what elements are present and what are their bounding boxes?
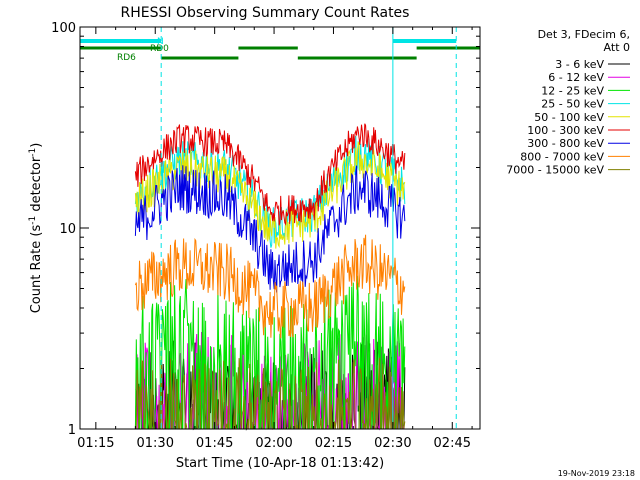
chart-title: RHESSI Observing Summary Count Rates [121, 5, 410, 21]
legend-label-7: 300 - 800 keV [527, 137, 604, 150]
x-axis-label: Start Time (10-Apr-18 01:13:42) [176, 456, 384, 471]
mode-bar-label-rd6: RD6 [117, 53, 136, 63]
x-tick-label-6: 02:30 [374, 436, 411, 451]
y-tick-label-1: 1 [68, 423, 76, 438]
y-axis-label-rest: detector [29, 156, 44, 216]
mode-bar-label-n: N [157, 37, 164, 47]
legend-label-3: 12 - 25 keV [541, 84, 604, 97]
legend-label-5: 50 - 100 keV [534, 111, 604, 124]
x-tick-label-3: 01:45 [196, 436, 233, 451]
x-tick-label-7: 02:45 [434, 436, 471, 451]
y-axis-label-close: ) [29, 143, 44, 148]
legend-label-8: 800 - 7000 keV [520, 150, 604, 163]
y-tick-label-2: 10 [59, 222, 76, 237]
x-tick-label-4: 02:00 [255, 436, 292, 451]
legend-label-2: 6 - 12 keV [548, 71, 604, 84]
legend-header-line1: Det 3, FDecim 6, [538, 28, 630, 41]
series-line-6 [134, 123, 406, 226]
axes: 01:15 01:30 01:45 02:00 02:15 02:30 02:45 1 10 10… [51, 21, 481, 451]
y-axis-label-main: Count Rate (s [29, 225, 44, 314]
series-line-9 [135, 357, 406, 430]
legend-header-line2: Att 0 [604, 41, 630, 54]
legend-label-4: 25 - 50 keV [541, 98, 604, 111]
x-tick-label-5: 02:15 [315, 436, 352, 451]
y-axis-label-sup: -1 [28, 216, 38, 225]
series-line-5 [134, 141, 406, 249]
series-line-7 [134, 165, 406, 293]
x-tick-label-1: 01:15 [77, 436, 114, 451]
y-axis-label-sup2: -1 [28, 148, 38, 157]
footer-timestamp: 19-Nov-2019 23:18 [558, 469, 635, 478]
series-line-8 [134, 234, 406, 339]
mode-bar-label-rd0: RD0 [150, 44, 169, 54]
legend-label-9: 7000 - 15000 keV [506, 164, 604, 177]
legend-label-6: 100 - 300 keV [527, 124, 604, 137]
legend-label-1: 3 - 6 keV [555, 58, 604, 71]
x-tick-label-2: 01:30 [137, 436, 174, 451]
y-axis-label: Count Rate (s-1 detector-1) [28, 143, 44, 314]
y-tick-label-3: 100 [51, 21, 76, 36]
